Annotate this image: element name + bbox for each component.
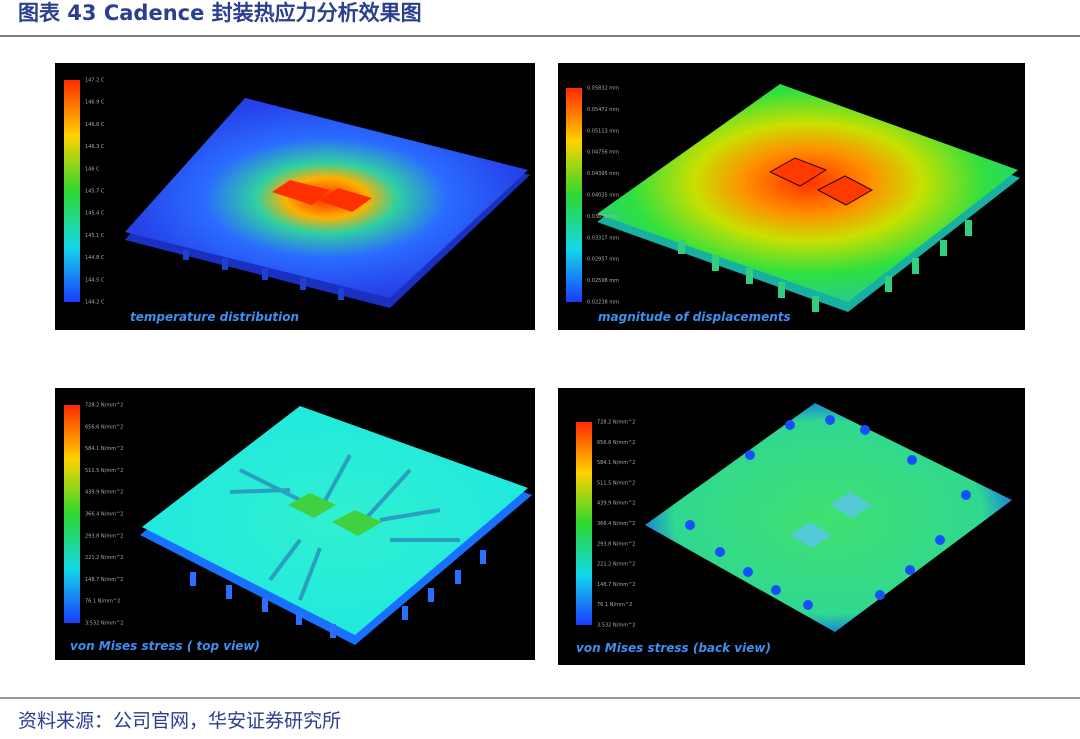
colorbar-label: 144.5 C [85,277,105,283]
colorbar-label: 221.2 N/mm^2 [85,555,123,561]
pins [685,415,971,610]
colorbar-label: 584.1 N/mm^2 [597,460,635,466]
pins [183,250,344,300]
colorbar-label: 511.5 N/mm^2 [85,468,123,474]
colorbar-label: 0.04756 mm [587,150,619,156]
colorbar-label: 728.2 N/mm^2 [597,420,635,426]
chip [768,157,828,187]
chip [288,493,336,518]
colorbar-label: 0.03317 mm [587,235,619,241]
colorbar-label: 76.1 N/mm^2 [85,599,120,605]
chip-shadow [830,492,872,518]
colorbar-label: 439.9 N/mm^2 [597,501,635,507]
colorbar-label: 0.05832 mm [587,86,619,92]
panel-caption: temperature distribution [130,310,299,324]
colorbar-label: 0.05472 mm [587,107,619,113]
chip [318,188,372,212]
colorbar-label: 221.2 N/mm^2 [597,562,635,568]
plate [597,84,1018,302]
colorbar [64,405,80,623]
colorbar [64,80,80,302]
colorbar-label: 0.04395 mm [587,171,619,177]
colorbar-label: 148.7 N/mm^2 [597,582,635,588]
colorbar-label: 0.04035 mm [587,193,619,199]
colorbar-label: 76.1 N/mm^2 [597,602,632,608]
colorbar-label: 145.4 C [85,211,105,217]
colorbar-label: 3.532 N/mm^2 [85,621,123,627]
colorbar-label: 146.9 C [85,100,105,106]
colorbar-label: 293.8 N/mm^2 [85,533,123,539]
colorbar-label: 366.4 N/mm^2 [597,521,635,527]
colorbar-label: 144.8 C [85,255,105,261]
source-note: 资料来源：公司官网，华安证券研究所 [18,710,341,732]
panel: von Mises stress (back view) [558,388,1025,665]
colorbar-label: 146.6 C [85,122,105,128]
pins [190,550,486,638]
chip-shadow [790,522,832,548]
colorbar-label: 728.2 N/mm^2 [85,403,123,409]
figure-title: 图表 43 Cadence 封装热应力分析效果图 [18,1,422,25]
colorbar-label: 3.532 N/mm^2 [597,623,635,629]
pins [678,220,972,312]
panel: temperature distribution [55,63,535,330]
colorbar [576,422,592,625]
panel-caption: von Mises stress ( top view) [70,639,260,653]
panel-caption: magnitude of displacements [598,310,791,324]
panel: von Mises stress ( top view) [55,388,535,660]
colorbar-label: 0.03676 mm [587,214,619,220]
colorbar [566,88,582,302]
colorbar-label: 147.2 C [85,78,105,84]
colorbar-label: 0.02238 mm [587,300,619,306]
colorbar-label: 656.6 N/mm^2 [85,424,123,430]
colorbar-label: 146.3 C [85,144,105,150]
colorbar-label: 511.5 N/mm^2 [597,480,635,486]
panel: magnitude of displacements [558,63,1025,330]
colorbar-label: 148.7 N/mm^2 [85,577,123,583]
colorbar-label: 0.02598 mm [587,278,619,284]
colorbar-label: 293.8 N/mm^2 [597,541,635,547]
chip [332,510,382,536]
traces [229,454,460,601]
chip [816,175,874,206]
chip [272,180,330,205]
colorbar-label: 146 C [85,166,100,172]
colorbar-label: 144.2 C [85,300,105,306]
colorbar-label: 366.4 N/mm^2 [85,512,123,518]
plate [645,403,1012,632]
colorbar-label: 145.7 C [85,189,105,195]
colorbar-label: 584.1 N/mm^2 [85,446,123,452]
colorbar-label: 0.05113 mm [587,128,619,134]
colorbar-label: 656.6 N/mm^2 [597,440,635,446]
colorbar-label: 145.1 C [85,233,105,239]
colorbar-label: 439.9 N/mm^2 [85,490,123,496]
colorbar-label: 0.02957 mm [587,257,619,263]
panel-caption: von Mises stress (back view) [576,641,771,655]
